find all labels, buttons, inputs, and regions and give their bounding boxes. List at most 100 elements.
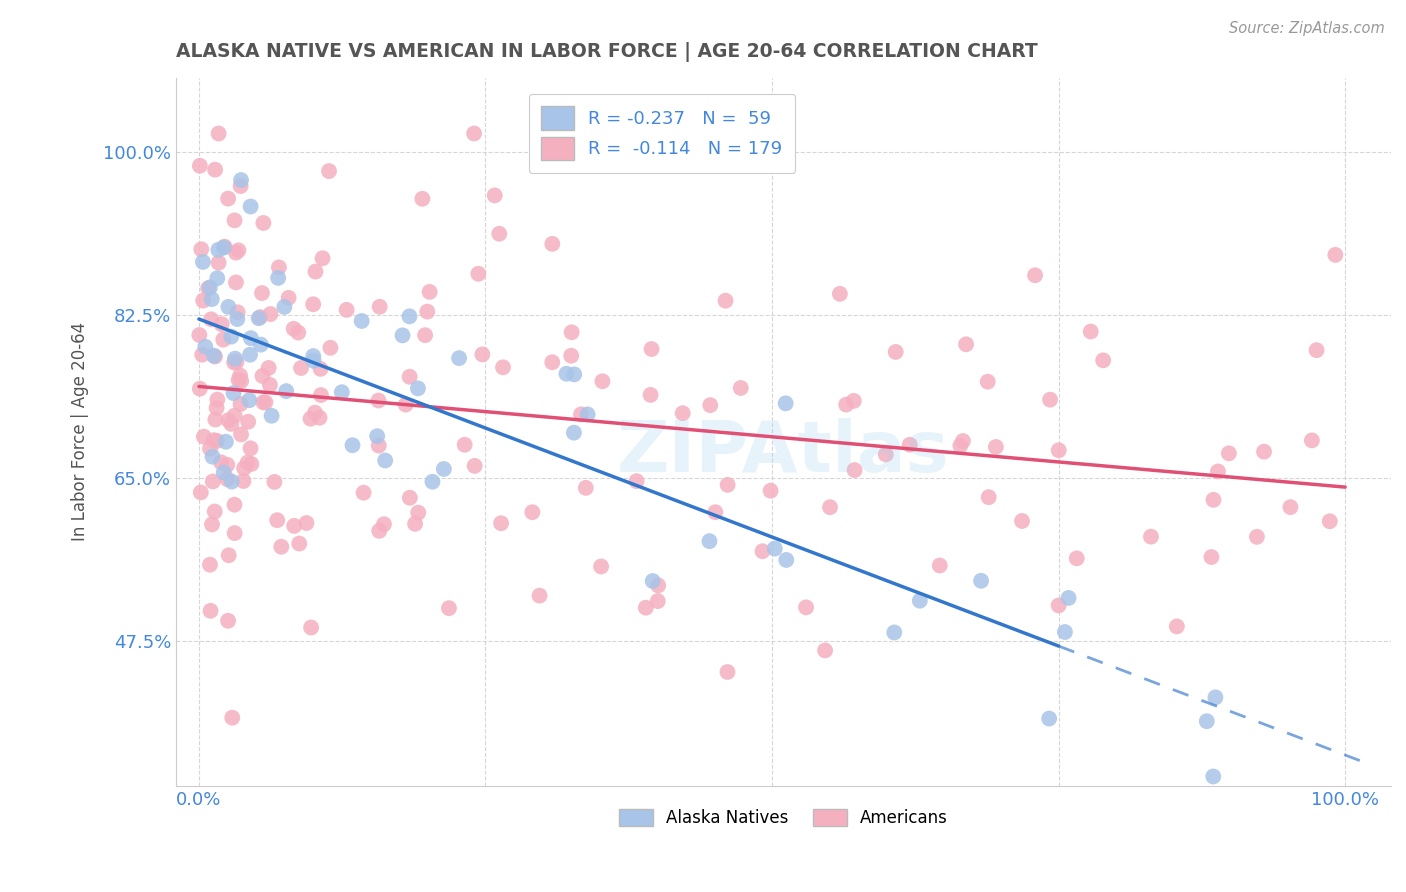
Point [763, 541, 786, 556]
Point [368, 524, 391, 538]
Point [219, 329, 242, 343]
Point [1039, 392, 1062, 407]
Point [404, 516, 426, 531]
Point [201, 475, 224, 489]
Point [949, 439, 972, 453]
Point [875, 447, 897, 461]
Point [575, 481, 598, 495]
Point [1301, 434, 1323, 448]
Legend: Alaska Natives, Americans: Alaska Natives, Americans [613, 803, 955, 834]
Point [193, 430, 215, 444]
Point [209, 455, 232, 469]
Point [1202, 492, 1225, 507]
Point [775, 396, 797, 410]
Point [794, 600, 817, 615]
Point [952, 434, 974, 448]
Point [304, 406, 326, 420]
Point [224, 498, 246, 512]
Point [699, 398, 721, 412]
Point [212, 466, 235, 480]
Point [233, 461, 256, 475]
Point [1166, 619, 1188, 633]
Point [406, 381, 429, 395]
Point [1279, 500, 1302, 515]
Point [217, 472, 239, 486]
Point [247, 311, 270, 326]
Point [398, 310, 420, 324]
Point [207, 392, 229, 407]
Point [342, 438, 364, 452]
Point [1047, 599, 1070, 613]
Point [449, 351, 471, 365]
Point [1057, 591, 1080, 605]
Point [229, 173, 252, 187]
Point [422, 475, 444, 489]
Point [416, 304, 439, 318]
Point [1202, 769, 1225, 783]
Point [561, 326, 583, 340]
Point [259, 378, 281, 392]
Point [1011, 514, 1033, 528]
Point [201, 450, 224, 464]
Point [249, 310, 271, 324]
Point [295, 516, 318, 530]
Point [1218, 446, 1240, 460]
Point [522, 505, 544, 519]
Point [955, 337, 977, 351]
Point [252, 395, 274, 409]
Point [188, 159, 211, 173]
Point [704, 505, 727, 519]
Point [207, 271, 229, 285]
Point [224, 409, 246, 423]
Point [250, 286, 273, 301]
Point [229, 179, 252, 194]
Point [311, 252, 333, 266]
Point [198, 442, 221, 456]
Point [288, 536, 311, 550]
Point [1038, 712, 1060, 726]
Point [226, 312, 249, 326]
Point [672, 406, 695, 420]
Point [267, 260, 290, 275]
Point [190, 242, 212, 256]
Point [225, 276, 247, 290]
Point [290, 361, 312, 376]
Point [228, 373, 250, 387]
Point [302, 353, 325, 368]
Point [229, 397, 252, 411]
Point [226, 305, 249, 319]
Point [591, 559, 613, 574]
Point [818, 500, 841, 515]
Point [217, 458, 239, 472]
Point [188, 382, 211, 396]
Point [267, 271, 290, 285]
Point [299, 621, 322, 635]
Point [1024, 268, 1046, 283]
Point [270, 540, 292, 554]
Point [193, 293, 215, 308]
Point [716, 665, 738, 679]
Point [215, 434, 238, 449]
Point [200, 604, 222, 618]
Text: ZIPAtlas: ZIPAtlas [617, 418, 950, 487]
Point [492, 360, 515, 375]
Point [254, 395, 277, 409]
Point [204, 350, 226, 364]
Point [1319, 514, 1341, 528]
Point [330, 385, 353, 400]
Point [202, 349, 225, 363]
Point [977, 490, 1000, 504]
Point [198, 280, 221, 294]
Point [367, 439, 389, 453]
Point [1047, 443, 1070, 458]
Point [411, 192, 433, 206]
Point [883, 625, 905, 640]
Point [433, 462, 456, 476]
Point [717, 478, 740, 492]
Point [225, 245, 247, 260]
Point [1201, 550, 1223, 565]
Point [194, 340, 217, 354]
Point [232, 474, 254, 488]
Point [844, 463, 866, 477]
Point [541, 355, 564, 369]
